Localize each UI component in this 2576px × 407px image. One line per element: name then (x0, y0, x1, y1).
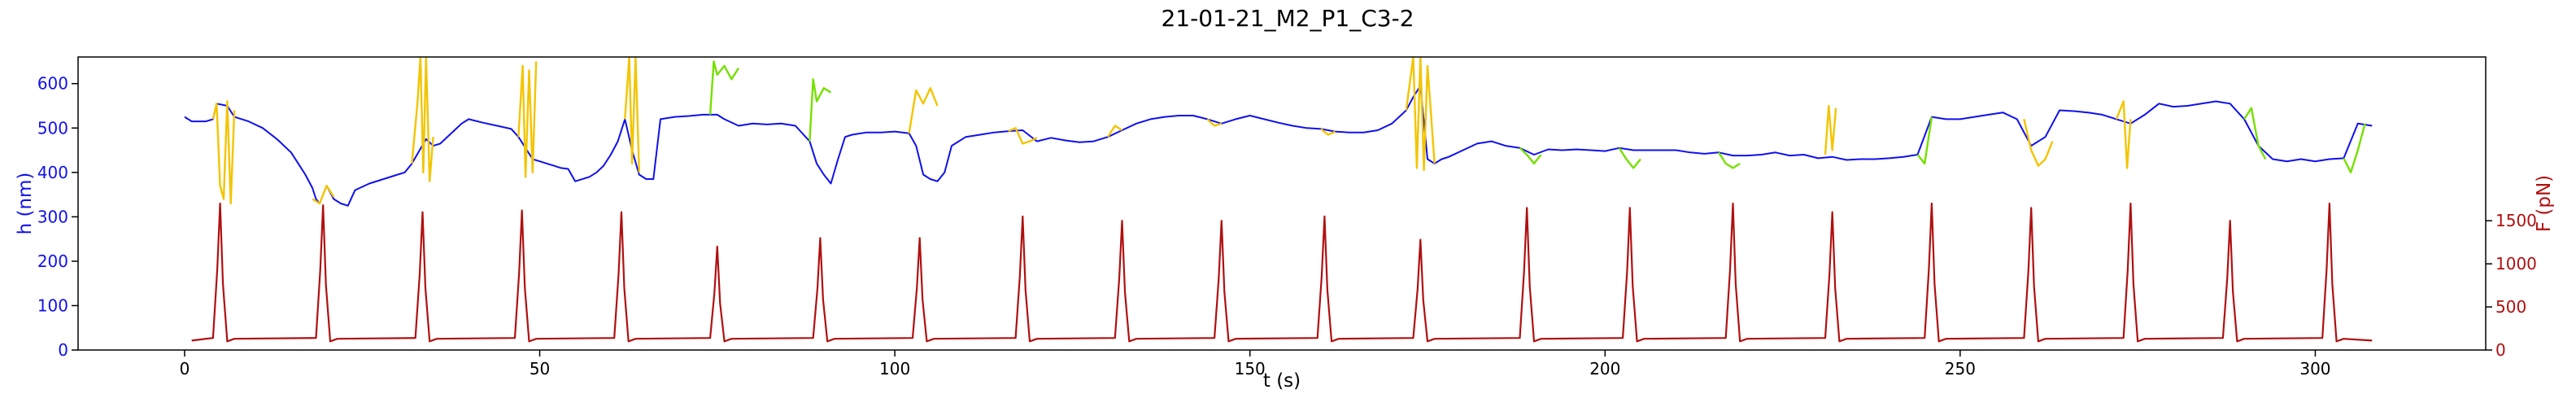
y-tick-label-right: 1000 (2495, 254, 2537, 274)
y-tick-label-left: 400 (37, 163, 68, 182)
series-segment-1-9 (1320, 128, 1336, 136)
series-segment-2-4 (1717, 151, 1741, 169)
series-segment-1-8 (1206, 118, 1223, 127)
series-segment-1-10 (1405, 57, 1436, 172)
series-segment-1-0 (211, 100, 236, 205)
x-tick-label: 50 (530, 359, 550, 379)
series-line-height (184, 85, 2373, 207)
series-segment-1-3 (517, 61, 538, 178)
series-segment-1-11 (1824, 104, 1837, 155)
y-tick-label-left: 300 (37, 207, 68, 226)
x-tick-label: 150 (1235, 359, 1266, 379)
series-segment-1-1 (312, 184, 335, 205)
series-segment-1-13 (2115, 100, 2132, 169)
y-tick-label-left: 200 (37, 252, 68, 271)
series-segment-2-6 (2243, 107, 2267, 160)
series-segment-2-5 (1916, 116, 1933, 165)
y-tick-label-left: 600 (37, 74, 68, 94)
series-line-force (191, 202, 2373, 343)
plot-area (184, 57, 2373, 343)
y-tick-label-right: 0 (2495, 340, 2506, 360)
y-axis-right: 0 500 1000 1500 (2486, 211, 2537, 360)
y-axis-right-label: F (pN) (2534, 175, 2555, 232)
series-segment-2-7 (2343, 123, 2366, 174)
x-axis-label: t (s) (1263, 370, 1301, 392)
plot-frame (77, 56, 2487, 351)
chart-title: 21-01-21_M2_P1_C3-2 (1161, 5, 1414, 32)
series-segment-1-12 (2023, 119, 2054, 167)
y-tick-label-right: 500 (2495, 297, 2526, 317)
y-tick-label-left: 100 (37, 295, 68, 315)
y-tick-label-left: 500 (37, 118, 68, 138)
series-segment-1-2 (411, 57, 434, 182)
x-tick-label: 300 (2299, 359, 2330, 379)
series-segment-1-4 (624, 57, 640, 173)
x-tick-label: 0 (180, 359, 190, 379)
series-segment-2-2 (1519, 147, 1542, 165)
series-segment-2-3 (1618, 147, 1641, 169)
series-segment-2-0 (708, 60, 740, 115)
series-segment-1-5 (908, 86, 939, 133)
series-segment-1-7 (1107, 125, 1123, 138)
x-tick-label: 200 (1589, 359, 1620, 379)
x-tick-label: 250 (1945, 359, 1976, 379)
y-axis-left: 0 100 200 300 400 500 600 (37, 74, 78, 360)
x-tick-label: 100 (879, 359, 910, 379)
y-axis-left-label: h (nm) (15, 173, 36, 235)
series-segment-2-1 (809, 78, 832, 142)
x-axis: 0 50 100 150 200 250 300 (180, 350, 2331, 379)
y-tick-label-left: 0 (58, 340, 68, 360)
y-tick-label-right: 1500 (2495, 211, 2537, 230)
series-segment-1-6 (1008, 127, 1038, 145)
